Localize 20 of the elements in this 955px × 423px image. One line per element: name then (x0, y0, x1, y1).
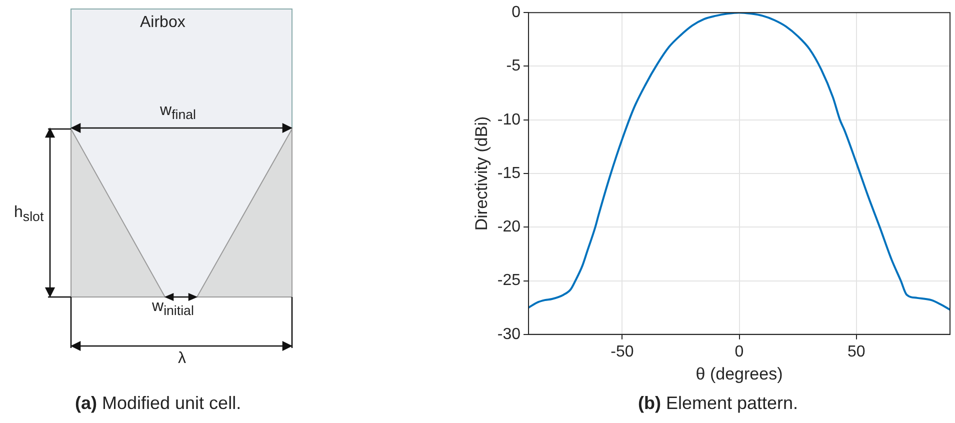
text: λ (178, 350, 186, 368)
text: w$_{final}$ (160, 102, 196, 122)
x-tick-label: 0 (734, 343, 744, 360)
text: (a) Modified unit cell. (75, 393, 242, 413)
y-tick-label: -20 (497, 218, 521, 236)
x-axis-title: θ (degrees) (696, 364, 783, 384)
y-tick-label: 0 (512, 4, 521, 22)
y-tick-label: -25 (497, 272, 521, 290)
text: (b) Element pattern. (638, 393, 798, 413)
x-tick-label: 50 (847, 343, 866, 360)
y-tick-label: -5 (506, 58, 521, 75)
y-axis-title: Directivity (dBi) (472, 116, 491, 231)
text: h$_{slot}$ (14, 204, 44, 224)
y-tick-label: -15 (497, 164, 521, 182)
x-tick-label: -50 (610, 343, 634, 360)
y-tick-label: -30 (497, 326, 521, 343)
line-series (528, 12, 950, 311)
y-tick-label: -10 (497, 111, 521, 128)
text: Airbox (140, 14, 186, 32)
text: w$_{initial}$ (152, 298, 194, 318)
